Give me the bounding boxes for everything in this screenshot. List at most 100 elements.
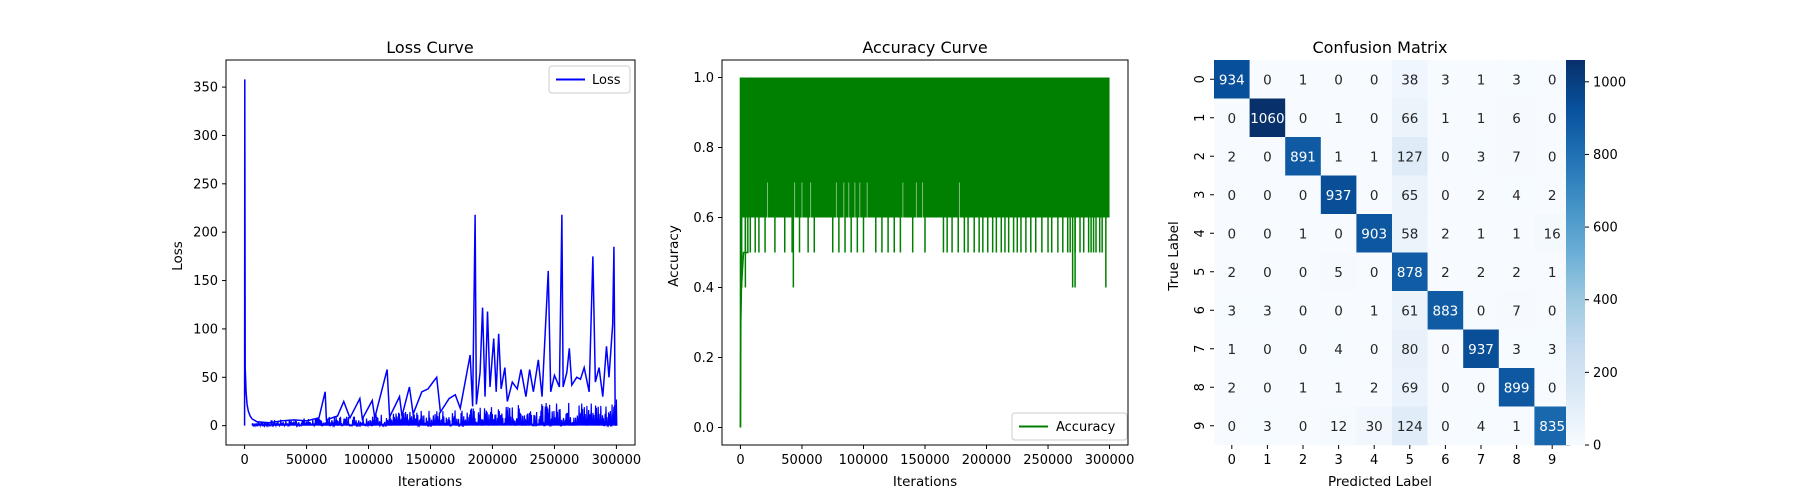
confusion-matrix-cell bbox=[1356, 60, 1393, 99]
confusion-matrix-cell bbox=[1320, 406, 1357, 446]
loss-y-tick-label: 350 bbox=[193, 81, 218, 96]
confusion-matrix-cell-value: 0 bbox=[1299, 303, 1308, 319]
confusion-matrix-cell-value: 3 bbox=[1263, 303, 1272, 319]
confusion-matrix-cell-value: 0 bbox=[1477, 303, 1486, 319]
accuracy-x-tick-label: 50000 bbox=[781, 453, 822, 468]
confusion-matrix-cell-value: 2 bbox=[1228, 149, 1237, 165]
confusion-matrix-cell bbox=[1249, 175, 1286, 215]
confusion-matrix-cell bbox=[1392, 60, 1428, 99]
confusion-matrix-cell bbox=[1249, 406, 1286, 446]
confusion-matrix-cell-value: 0 bbox=[1548, 149, 1557, 165]
loss-x-tick-label: 0 bbox=[240, 453, 248, 468]
confusion-matrix-cell-value: 66 bbox=[1401, 111, 1418, 127]
confusion-matrix-cell-value: 127 bbox=[1397, 149, 1423, 165]
confusion-matrix-cell-value: 2 bbox=[1441, 226, 1450, 242]
loss-y-tick-label: 300 bbox=[193, 129, 218, 144]
confusion-matrix-cells: 934 0 1 0 0 38 3 1 3 00 1060 0 1 0 66 1 1 6 02 0 891 1 1 127 0 3 7… bbox=[1214, 60, 1571, 446]
confusion-matrix-cell-value: 1 bbox=[1477, 226, 1486, 242]
confusion-matrix-cell bbox=[1463, 175, 1500, 215]
confusion-matrix-cell-value: 3 bbox=[1441, 72, 1450, 88]
confusion-matrix-cell bbox=[1463, 406, 1500, 446]
confusion-matrix-cell-value: 30 bbox=[1366, 419, 1383, 435]
confusion-matrix-cell bbox=[1463, 329, 1500, 369]
confusion-matrix-cell-value: 5 bbox=[1334, 265, 1343, 281]
confusion-matrix-x-tick-label: 8 bbox=[1512, 453, 1520, 468]
confusion-matrix-cell-value: 1060 bbox=[1250, 111, 1284, 127]
confusion-matrix-cell bbox=[1320, 291, 1357, 330]
loss-y-tick-label: 200 bbox=[193, 226, 218, 241]
confusion-matrix-x-tick-label: 3 bbox=[1334, 453, 1342, 468]
confusion-matrix-cell-value: 1 bbox=[1299, 226, 1308, 242]
confusion-matrix-cell-value: 4 bbox=[1334, 342, 1343, 358]
confusion-matrix-cell-value: 0 bbox=[1228, 226, 1237, 242]
loss-legend-box bbox=[548, 65, 631, 94]
confusion-matrix-cell bbox=[1534, 252, 1571, 292]
confusion-matrix-cell-value: 0 bbox=[1370, 188, 1379, 204]
confusion-matrix-cell-value: 2 bbox=[1370, 380, 1379, 396]
confusion-matrix-y-tick-label: 3 bbox=[1193, 191, 1208, 199]
confusion-matrix-cell bbox=[1320, 214, 1357, 253]
confusion-matrix-cell-value: 1 bbox=[1548, 265, 1557, 281]
confusion-matrix-cell-value: 937 bbox=[1468, 342, 1494, 358]
confusion-matrix-x-tick-label: 9 bbox=[1548, 453, 1556, 468]
confusion-matrix-cell-value: 878 bbox=[1397, 265, 1423, 281]
confusion-matrix-y-tick-label: 9 bbox=[1193, 422, 1208, 430]
loss-x-axis-label: Iterations bbox=[398, 474, 462, 490]
confusion-matrix-cell-value: 3 bbox=[1228, 303, 1237, 319]
confusion-matrix-cell-value: 0 bbox=[1263, 226, 1272, 242]
loss-x-tick-label: 300000 bbox=[592, 453, 642, 468]
confusion-matrix-cell-value: 1 bbox=[1477, 111, 1486, 127]
confusion-matrix-cell bbox=[1356, 406, 1393, 446]
confusion-matrix-cell-value: 4 bbox=[1477, 419, 1486, 435]
confusion-matrix-cell-value: 0 bbox=[1548, 380, 1557, 396]
confusion-matrix-cell-value: 1 bbox=[1228, 342, 1237, 358]
accuracy-y-tick-label: 1.0 bbox=[693, 71, 714, 86]
confusion-matrix-cell bbox=[1463, 368, 1500, 407]
confusion-matrix-cell-value: 883 bbox=[1433, 303, 1459, 319]
confusion-matrix-cell-value: 3 bbox=[1548, 342, 1557, 358]
loss-y-axis-label: Loss bbox=[170, 241, 186, 271]
confusion-matrix-cell bbox=[1214, 368, 1250, 407]
confusion-matrix-cell-value: 3 bbox=[1512, 72, 1521, 88]
confusion-matrix-cell bbox=[1214, 98, 1250, 138]
confusion-matrix-cell-value: 4 bbox=[1512, 188, 1521, 204]
confusion-matrix-x-tick-label: 4 bbox=[1370, 453, 1378, 468]
confusion-matrix-cell-value: 0 bbox=[1548, 303, 1557, 319]
confusion-matrix-y-tick-label: 0 bbox=[1193, 75, 1208, 83]
confusion-matrix-cell bbox=[1285, 291, 1322, 330]
confusion-matrix-cell bbox=[1285, 98, 1322, 138]
confusion-matrix-cell bbox=[1320, 98, 1357, 138]
loss-y-tick-label: 50 bbox=[201, 371, 218, 386]
confusion-matrix-cell bbox=[1320, 368, 1357, 407]
confusion-matrix-cell bbox=[1534, 98, 1571, 138]
confusion-matrix-cell-value: 1 bbox=[1334, 149, 1343, 165]
confusion-matrix-cell-value: 0 bbox=[1299, 111, 1308, 127]
confusion-matrix-cell bbox=[1285, 252, 1322, 292]
loss-legend-label: Loss bbox=[592, 73, 621, 88]
colorbar-tick-label: 600 bbox=[1593, 221, 1618, 236]
colorbar-tick-label: 800 bbox=[1593, 148, 1618, 163]
accuracy-x-axis-label: Iterations bbox=[893, 474, 957, 490]
confusion-matrix-x-axis: 0 1 2 3 4 5 6 7 8 9 bbox=[1228, 445, 1556, 468]
loss-noise-band bbox=[251, 399, 618, 429]
accuracy-chart: Accuracy Curve 0 50000 100000 150000 200000 2… bbox=[666, 38, 1134, 490]
confusion-matrix-cell bbox=[1356, 291, 1393, 330]
confusion-matrix-cell-value: 0 bbox=[1263, 72, 1272, 88]
loss-plot-area bbox=[225, 59, 636, 446]
confusion-matrix-cell bbox=[1463, 252, 1500, 292]
confusion-matrix-cell bbox=[1285, 368, 1322, 407]
confusion-matrix-cell bbox=[1534, 406, 1571, 446]
confusion-matrix-cell-value: 1 bbox=[1334, 111, 1343, 127]
accuracy-x-tick-label: 150000 bbox=[900, 453, 950, 468]
confusion-matrix-cell bbox=[1320, 60, 1357, 99]
accuracy-series-band bbox=[740, 77, 1110, 218]
confusion-matrix-cell bbox=[1498, 406, 1535, 446]
loss-y-tick-label: 100 bbox=[193, 322, 218, 337]
confusion-matrix-cell bbox=[1320, 175, 1357, 215]
confusion-matrix-cell bbox=[1498, 368, 1535, 407]
accuracy-x-tick-label: 250000 bbox=[1023, 453, 1073, 468]
confusion-matrix-cell-value: 0 bbox=[1263, 265, 1272, 281]
loss-x-tick-label: 50000 bbox=[286, 453, 327, 468]
confusion-matrix-colorbar: 0 200 400 600 800 1000 bbox=[1566, 60, 1626, 454]
